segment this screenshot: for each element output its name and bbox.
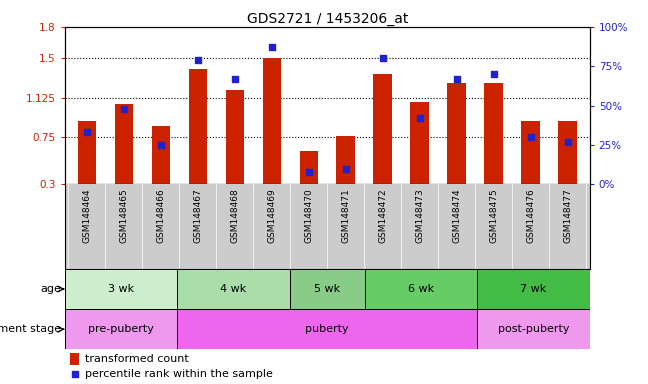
Text: GSM148475: GSM148475: [489, 189, 498, 243]
Text: 7 wk: 7 wk: [520, 284, 546, 294]
Text: GSM148466: GSM148466: [156, 189, 165, 243]
Text: age: age: [41, 284, 62, 294]
Text: 4 wk: 4 wk: [220, 284, 247, 294]
Text: GSM148468: GSM148468: [230, 189, 239, 243]
Bar: [365, 269, 477, 309]
Point: [415, 115, 425, 121]
Text: GSM148473: GSM148473: [415, 189, 424, 243]
Text: GSM148464: GSM148464: [82, 189, 91, 243]
Text: GSM148477: GSM148477: [563, 189, 572, 243]
Bar: [178, 269, 290, 309]
Point: [82, 129, 92, 136]
Text: puberty: puberty: [305, 324, 349, 334]
Point: [378, 55, 388, 61]
Text: transformed count: transformed count: [85, 354, 189, 364]
Text: 5 wk: 5 wk: [314, 284, 340, 294]
Point: [526, 134, 536, 140]
Text: GSM148472: GSM148472: [378, 189, 388, 243]
Point: [192, 57, 203, 63]
Bar: [226, 90, 244, 184]
Text: GSM148469: GSM148469: [267, 189, 276, 243]
Bar: [477, 309, 590, 349]
Bar: [290, 269, 365, 309]
Title: GDS2721 / 1453206_at: GDS2721 / 1453206_at: [246, 12, 408, 26]
Point: [489, 71, 499, 77]
Bar: [559, 121, 577, 184]
Point: [303, 169, 314, 175]
Bar: [477, 269, 590, 309]
Text: 3 wk: 3 wk: [108, 284, 134, 294]
Text: development stage: development stage: [0, 324, 62, 334]
Bar: [189, 69, 207, 184]
Bar: [70, 353, 80, 365]
Bar: [65, 309, 178, 349]
Bar: [115, 104, 133, 184]
Bar: [410, 103, 429, 184]
Bar: [78, 121, 96, 184]
Text: GSM148467: GSM148467: [193, 189, 202, 243]
Bar: [373, 74, 392, 184]
Bar: [447, 83, 466, 184]
Point: [156, 142, 166, 148]
Point: [119, 106, 129, 112]
Bar: [178, 309, 477, 349]
Bar: [152, 126, 170, 184]
Text: 6 wk: 6 wk: [408, 284, 434, 294]
Point: [341, 166, 351, 172]
Text: GSM148471: GSM148471: [341, 189, 350, 243]
Bar: [65, 269, 178, 309]
Text: percentile rank within the sample: percentile rank within the sample: [85, 369, 273, 379]
Point: [266, 44, 277, 50]
Point: [562, 139, 573, 145]
Text: GSM148476: GSM148476: [526, 189, 535, 243]
Text: GSM148474: GSM148474: [452, 189, 461, 243]
Text: post-puberty: post-puberty: [498, 324, 569, 334]
Bar: [262, 58, 281, 184]
Bar: [521, 121, 540, 184]
Text: pre-puberty: pre-puberty: [88, 324, 154, 334]
Point: [229, 76, 240, 82]
Text: GSM148465: GSM148465: [119, 189, 128, 243]
Point: [452, 76, 462, 82]
Bar: [484, 83, 503, 184]
Bar: [299, 151, 318, 184]
Text: GSM148470: GSM148470: [305, 189, 313, 243]
Bar: [336, 136, 355, 184]
Point: [69, 371, 80, 377]
